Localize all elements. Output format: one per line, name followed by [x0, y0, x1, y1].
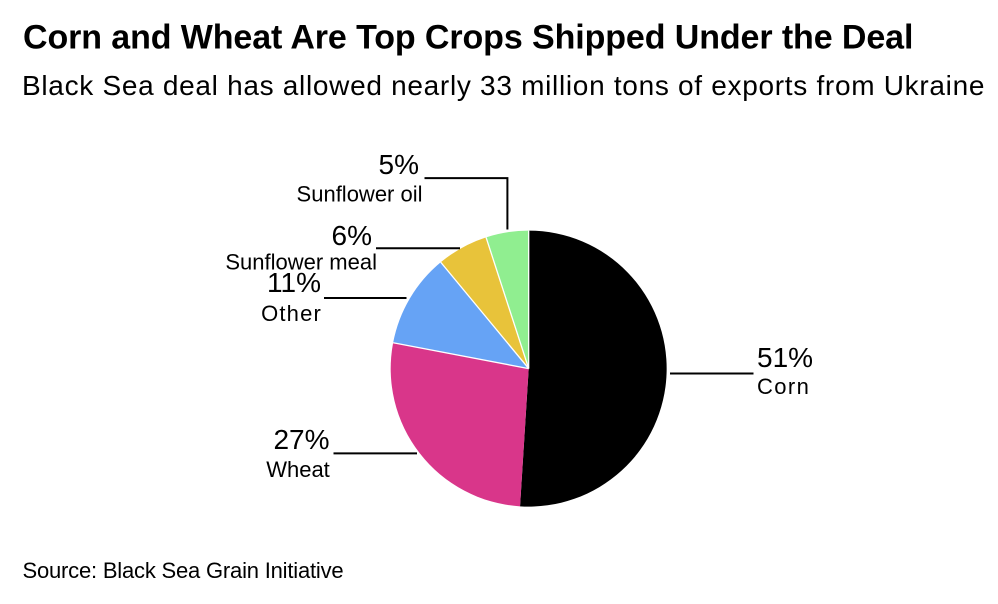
svg-text:11%: 11% [267, 267, 321, 298]
svg-text:Black Sea deal has allowed nea: Black Sea deal has allowed nearly 33 mil… [22, 70, 985, 101]
svg-text:Wheat: Wheat [266, 457, 330, 482]
svg-text:Corn and Wheat Are Top Crops S: Corn and Wheat Are Top Crops Shipped Und… [23, 18, 913, 56]
svg-text:Sunflower meal: Sunflower meal [225, 250, 377, 275]
svg-text:5%: 5% [379, 149, 419, 180]
svg-text:Corn: Corn [757, 374, 810, 399]
svg-text:6%: 6% [332, 220, 372, 251]
svg-text:Source: Black Sea Grain Initia: Source: Black Sea Grain Initiative [23, 558, 344, 583]
svg-text:Other: Other [261, 301, 322, 326]
svg-text:51%: 51% [757, 342, 813, 373]
svg-text:Sunflower oil: Sunflower oil [297, 182, 423, 207]
svg-text:27%: 27% [273, 424, 329, 455]
